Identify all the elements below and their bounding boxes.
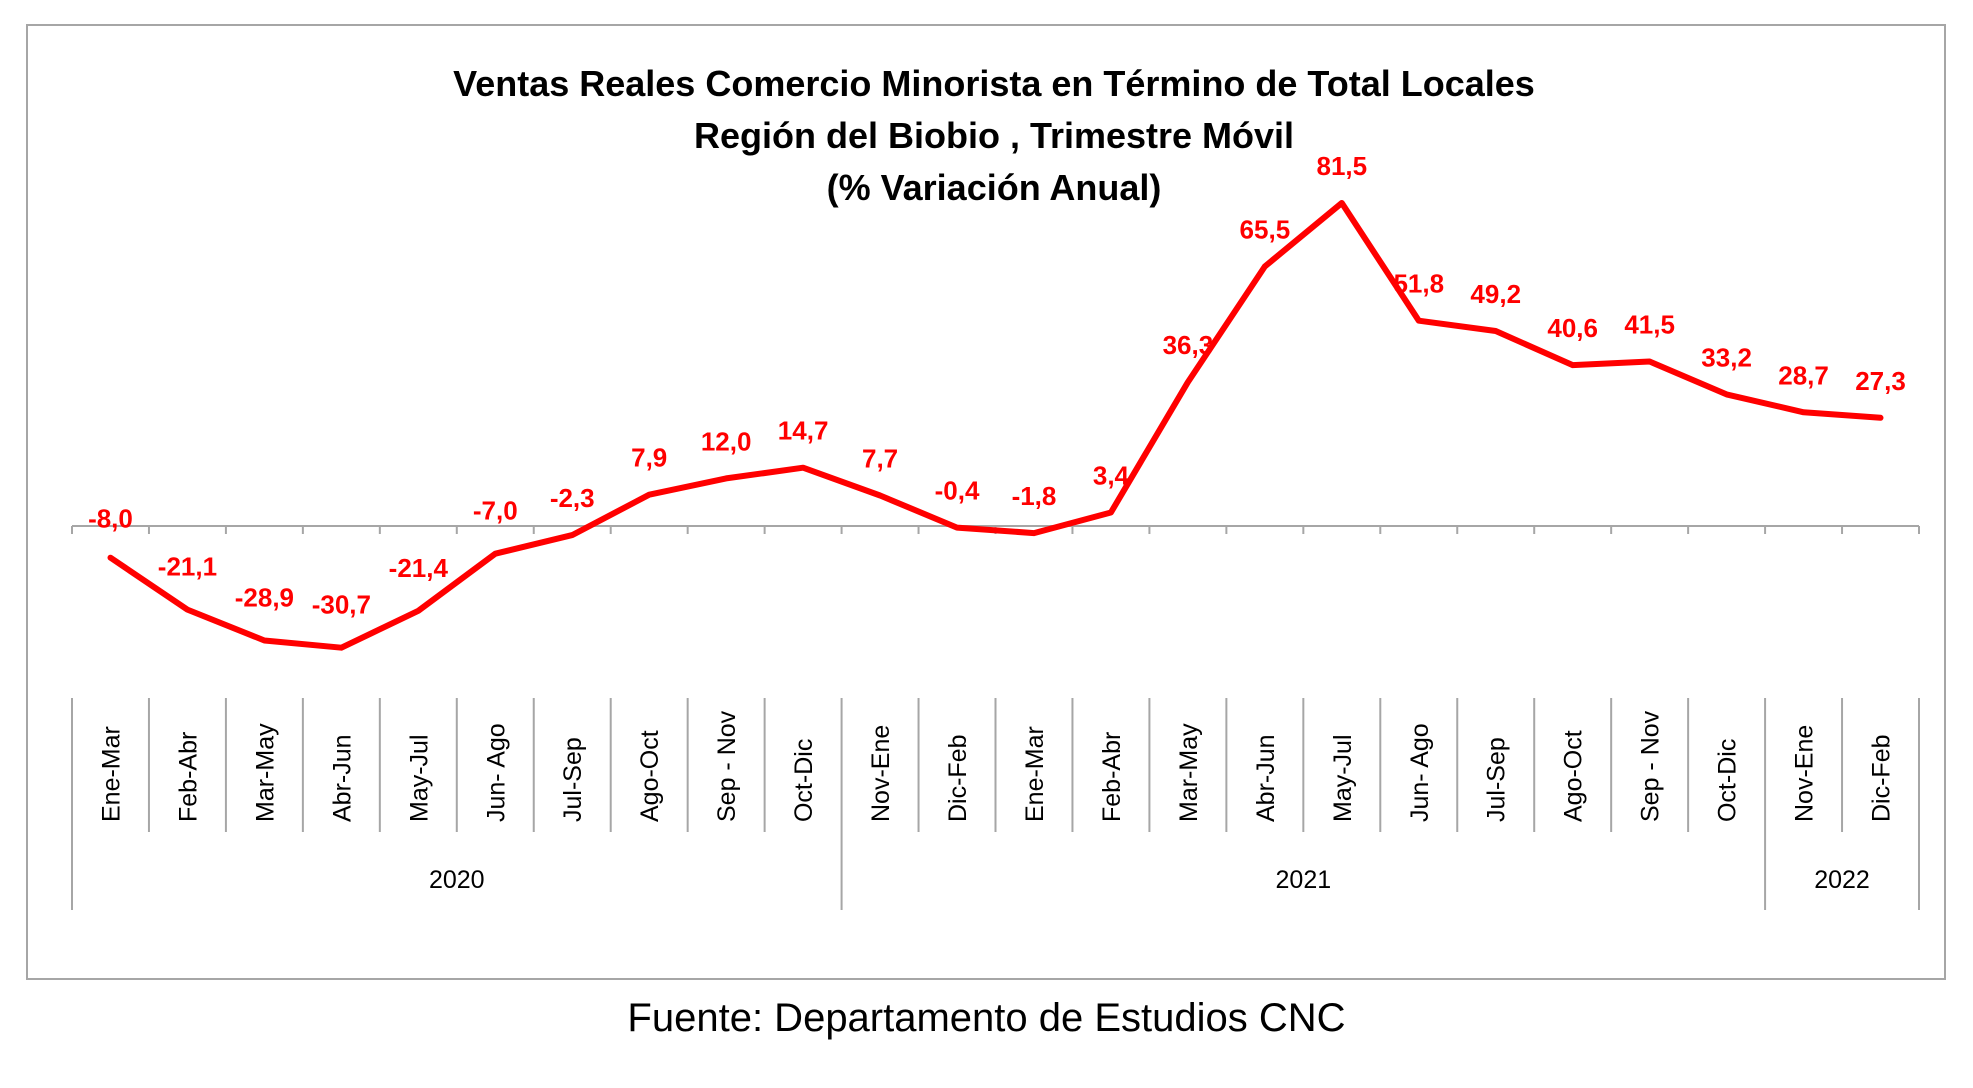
data-label: 7,7 <box>862 443 898 473</box>
data-label: 40,6 <box>1547 313 1598 343</box>
category-label: Ago-Oct <box>1560 730 1588 822</box>
category-label: Abr-Jun <box>328 734 356 822</box>
data-label: 41,5 <box>1624 310 1675 340</box>
category-label: Nov-Ene <box>1791 725 1819 822</box>
data-label: 3,4 <box>1093 461 1130 491</box>
category-label: May-Jul <box>405 734 433 822</box>
year-label: 2021 <box>1276 866 1332 894</box>
data-label: -1,8 <box>1012 481 1057 511</box>
category-label: Abr-Jun <box>1252 734 1280 822</box>
category-label: Sep - Nov <box>713 710 741 822</box>
category-label: Ene-Mar <box>1021 726 1049 822</box>
category-label: Jun- Ago <box>482 723 510 822</box>
data-label: 7,9 <box>631 443 667 473</box>
category-axis-labels: Ene-Mar Feb-Abr Mar-May Abr-Jun May-Jul Jun- … <box>97 710 1895 822</box>
data-label: 49,2 <box>1470 279 1521 309</box>
data-label: 81,5 <box>1317 151 1368 181</box>
chart-frame <box>26 24 1946 980</box>
data-label: 36,3 <box>1163 330 1214 360</box>
data-label: 27,3 <box>1855 366 1906 396</box>
chart-title-line-2: Región del Biobio , Trimestre Móvil <box>694 115 1294 156</box>
chart-title: Ventas Reales Comercio Minorista en Térm… <box>453 63 1535 208</box>
year-axis-labels: 2020 2021 2022 <box>429 866 1870 894</box>
category-label: Nov-Ene <box>867 725 895 822</box>
data-label: -8,0 <box>88 504 133 534</box>
category-label: Dic-Feb <box>944 734 972 822</box>
data-label: -21,4 <box>389 553 449 583</box>
data-labels: -8,0 -21,1 -28,9 -30,7 -21,4 -7,0 -2,3 7,9 12,0 1… <box>88 151 1906 620</box>
data-label: -28,9 <box>235 583 294 613</box>
data-label: 28,7 <box>1778 360 1829 390</box>
data-label: 65,5 <box>1240 214 1291 244</box>
chart-title-line-1: Ventas Reales Comercio Minorista en Térm… <box>453 63 1535 104</box>
category-label: Mar-May <box>1175 723 1203 822</box>
chart-series <box>107 200 1884 651</box>
category-label: Mar-May <box>251 723 279 822</box>
category-label: Jul-Sep <box>559 737 587 822</box>
data-label: 12,0 <box>701 426 752 456</box>
category-label: Oct-Dic <box>1714 739 1742 822</box>
category-label: Dic-Feb <box>1868 734 1896 822</box>
year-label: 2022 <box>1814 866 1870 894</box>
category-label: May-Jul <box>1329 734 1357 822</box>
category-label: Jul-Sep <box>1483 737 1511 822</box>
category-label: Feb-Abr <box>1098 732 1126 822</box>
data-label: -0,4 <box>935 476 980 506</box>
year-label: 2020 <box>429 866 485 894</box>
source-note: Fuente: Departamento de Estudios CNC <box>627 996 1346 1040</box>
category-label: Ago-Oct <box>636 730 664 822</box>
category-label: Jun- Ago <box>1406 723 1434 822</box>
category-label: Feb-Abr <box>174 732 202 822</box>
category-label: Sep - Nov <box>1637 710 1665 822</box>
category-label: Oct-Dic <box>790 739 818 822</box>
data-label: 14,7 <box>778 416 829 446</box>
data-label: -30,7 <box>312 590 371 620</box>
category-label: Ene-Mar <box>97 726 125 822</box>
series-line <box>107 200 1884 651</box>
data-label: -21,1 <box>158 552 217 582</box>
line-chart: Ventas Reales Comercio Minorista en Térm… <box>71 63 1920 910</box>
data-label: 33,2 <box>1701 342 1752 372</box>
chart-title-line-3: (% Variación Anual) <box>827 167 1162 208</box>
data-label: -7,0 <box>473 496 518 526</box>
chart-axes <box>71 525 1920 910</box>
data-label: 51,8 <box>1393 269 1444 299</box>
data-label: -2,3 <box>550 483 595 513</box>
